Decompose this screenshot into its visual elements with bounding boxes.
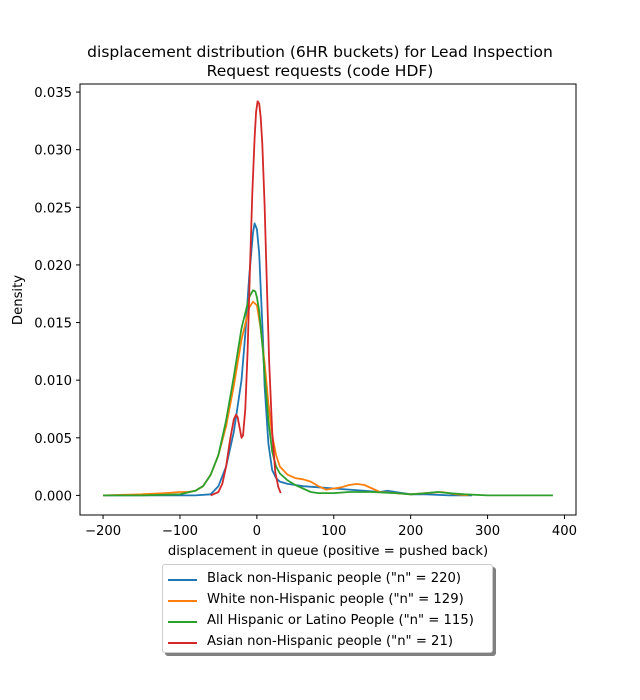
- chart-title-line-2: Request requests (code HDF): [206, 62, 434, 80]
- legend: Black non-Hispanic people ("n" = 220) Wh…: [162, 564, 493, 653]
- legend-item: All Hispanic or Latino People ("n" = 115…: [163, 612, 492, 632]
- x-tick-label: 400: [552, 524, 577, 539]
- series-line-2: [103, 289, 553, 497]
- legend-item: Black non-Hispanic people ("n" = 220): [163, 570, 492, 590]
- y-tick-label: 0.015: [34, 317, 72, 332]
- x-tick-label: 100: [321, 524, 346, 539]
- series-line-1: [103, 300, 469, 497]
- legend-label: Black non-Hispanic people ("n" = 220): [207, 571, 462, 586]
- x-tick-label: 0: [253, 524, 261, 539]
- y-tick-label: 0.000: [34, 489, 72, 504]
- chart-title-line-1: displacement distribution (6HR buckets) …: [87, 43, 553, 61]
- x-tick-label: −100: [162, 524, 198, 539]
- legend-swatch: [168, 579, 197, 581]
- y-tick-label: 0.035: [34, 86, 72, 101]
- x-tick-label: 300: [475, 524, 500, 539]
- legend-label: All Hispanic or Latino People ("n" = 115…: [207, 613, 474, 628]
- y-axis-label: Density: [11, 275, 26, 325]
- series-line-0: [103, 222, 473, 497]
- y-tick-label: 0.030: [34, 144, 72, 159]
- plot-lines: [103, 100, 553, 497]
- y-tick-label: 0.010: [34, 374, 72, 389]
- legend-item: Asian non-Hispanic people ("n" = 21): [163, 633, 492, 653]
- legend-item: White non-Hispanic people ("n" = 129): [163, 591, 492, 611]
- y-axis-ticks: 0.000 0.005 0.010 0.015 0.020 0.025 0.030 0.035: [34, 86, 80, 504]
- legend-label: White non-Hispanic people ("n" = 129): [207, 592, 464, 607]
- series-line-3: [210, 100, 282, 497]
- x-tick-label: 200: [398, 524, 423, 539]
- axes-frame: [79, 83, 577, 516]
- legend-swatch: [168, 642, 197, 644]
- y-tick-label: 0.025: [34, 201, 72, 216]
- x-axis-ticks: −200 −100 0 100 200 300 400: [85, 515, 577, 539]
- y-tick-label: 0.020: [34, 259, 72, 274]
- x-tick-label: −200: [85, 524, 121, 539]
- x-axis-label: displacement in queue (positive = pushed…: [168, 544, 488, 559]
- legend-swatch: [168, 600, 197, 602]
- y-tick-label: 0.005: [34, 432, 72, 447]
- legend-swatch: [168, 621, 197, 623]
- legend-label: Asian non-Hispanic people ("n" = 21): [207, 634, 453, 649]
